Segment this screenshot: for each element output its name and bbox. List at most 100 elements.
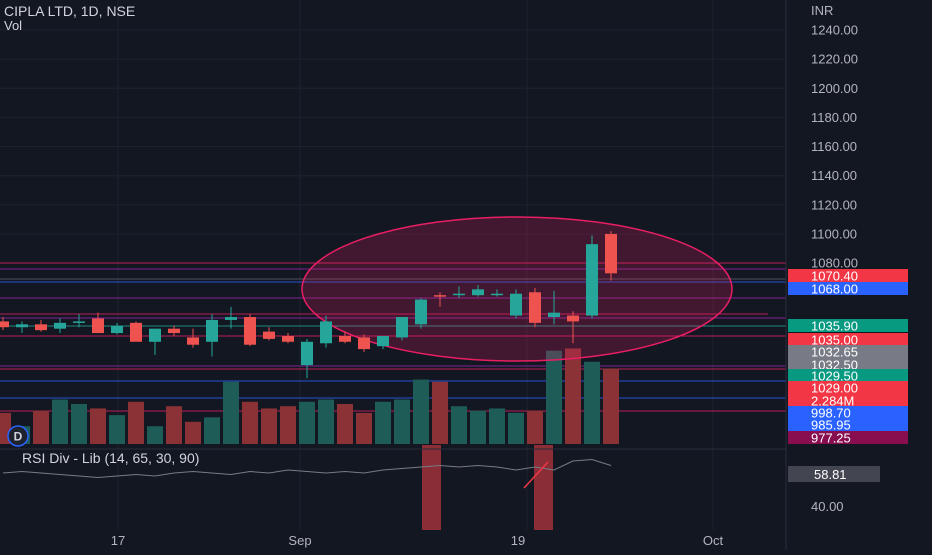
candle-body[interactable] <box>358 337 370 350</box>
price-tag-label: 1070.40 <box>811 269 858 284</box>
candle-body[interactable] <box>54 322 66 329</box>
volume-bar <box>33 410 49 444</box>
price-axis[interactable]: 1240.00 1220.00 1200.00 1180.00 1160.00 1140.… <box>811 23 858 271</box>
volume-bar <box>147 426 163 444</box>
price-tag-label: 1029.00 <box>811 381 858 396</box>
volume-bar <box>128 401 144 444</box>
price-tag <box>788 282 908 295</box>
price-tag-label: 1035.00 <box>811 333 858 348</box>
candle-body[interactable] <box>73 321 85 323</box>
price-tag-label: 1032.50 <box>811 358 858 373</box>
volume-bar <box>432 381 448 444</box>
price-tag-label: 1032.65 <box>811 345 858 360</box>
candle-body[interactable] <box>567 315 579 322</box>
price-tag <box>788 345 908 358</box>
rsi-divergence-bars <box>422 445 553 530</box>
volume-bar <box>185 421 201 444</box>
volume-bar <box>451 406 467 444</box>
rsi-line-layer <box>2 458 612 489</box>
y-tick-label: 1240.00 <box>811 23 858 38</box>
candle-body[interactable] <box>434 295 446 297</box>
candle-body[interactable] <box>149 328 161 342</box>
candles <box>0 231 617 379</box>
rsi-current-value: 58.81 <box>814 467 847 482</box>
price-tag <box>788 418 908 431</box>
volume-bar <box>71 404 87 444</box>
rsi-line <box>2 458 612 479</box>
volume-bar <box>204 417 220 444</box>
price-tag <box>788 319 908 332</box>
volume-bar <box>318 399 334 444</box>
candle-body[interactable] <box>111 325 123 334</box>
volume-bar <box>242 401 258 444</box>
price-tag-label: 985.95 <box>811 418 851 433</box>
highlight-ellipse-layer <box>301 216 733 362</box>
candle-body[interactable] <box>396 317 408 338</box>
candle-body[interactable] <box>453 293 465 296</box>
candle-body[interactable] <box>35 324 47 331</box>
price-tag <box>788 333 908 346</box>
dividend-icon <box>7 425 29 447</box>
rsi-divergence-bar <box>422 445 441 530</box>
candle-body[interactable] <box>92 318 104 334</box>
y-tick-label: 1100.00 <box>811 226 857 241</box>
candle-body[interactable] <box>187 337 199 345</box>
volume-bar <box>375 401 391 444</box>
price-tag-label: 1029.50 <box>811 369 858 384</box>
candle-body[interactable] <box>491 293 503 296</box>
candle-body[interactable] <box>301 341 313 366</box>
highlight-ellipse[interactable] <box>301 216 733 362</box>
candle-body[interactable] <box>377 335 389 347</box>
x-tick-label: Oct <box>703 533 724 548</box>
volume-bar <box>603 368 619 444</box>
price-tag-label: 977.25 <box>811 431 851 446</box>
y-tick-label: 1200.00 <box>811 81 858 96</box>
volume-bar <box>394 399 410 444</box>
candle-body[interactable] <box>263 331 275 339</box>
volume-bar <box>166 406 182 444</box>
candle-body[interactable] <box>130 322 142 342</box>
volume-label[interactable]: Vol <box>4 18 22 33</box>
candle-body[interactable] <box>472 289 484 296</box>
candle-body[interactable] <box>510 293 522 316</box>
candle-body[interactable] <box>225 317 237 320</box>
candle-body[interactable] <box>206 319 218 342</box>
volume-bar <box>261 408 277 444</box>
candle-body[interactable] <box>0 321 9 328</box>
candle-body[interactable] <box>548 312 560 318</box>
candle-body[interactable] <box>339 335 351 342</box>
price-tag <box>788 369 908 382</box>
candle-body[interactable] <box>605 233 617 274</box>
y-tick-label: 1120.00 <box>811 197 857 212</box>
volume-bar <box>337 404 353 444</box>
volume-bar <box>489 408 505 444</box>
price-tag-label: 1068.00 <box>811 282 858 297</box>
candle-body[interactable] <box>415 299 427 325</box>
y-tick-label: 1180.00 <box>811 110 857 125</box>
volume-bar <box>546 350 562 444</box>
y-tick-label: 1160.00 <box>811 139 857 154</box>
dividend-marker[interactable]: D <box>7 425 29 447</box>
time-axis[interactable]: 17 Sep 19 Oct <box>111 533 724 548</box>
candle-body[interactable] <box>244 317 256 345</box>
candle-body[interactable] <box>16 324 28 328</box>
candle-body[interactable] <box>282 335 294 342</box>
candle-body[interactable] <box>586 244 598 316</box>
price-tag-label: 998.70 <box>811 406 851 421</box>
volume-bar <box>280 406 296 444</box>
price-tag <box>788 406 908 419</box>
candle-body[interactable] <box>529 292 541 323</box>
symbol-title[interactable]: CIPLA LTD, 1D, NSE <box>4 3 135 19</box>
candle-body[interactable] <box>168 328 180 334</box>
rsi-tick-40: 40.00 <box>811 499 844 514</box>
x-tick-label: 17 <box>111 533 125 548</box>
volume-bar <box>0 412 11 444</box>
candle-body[interactable] <box>320 321 332 344</box>
volume-bar <box>584 361 600 444</box>
y-tick-label: 1080.00 <box>811 256 858 271</box>
price-tag-label: 1035.90 <box>811 319 858 334</box>
x-tick-label: 19 <box>511 533 525 548</box>
rsi-indicator-label[interactable]: RSI Div - Lib (14, 65, 30, 90) <box>22 450 199 466</box>
rsi-divergence-bar <box>534 445 553 530</box>
